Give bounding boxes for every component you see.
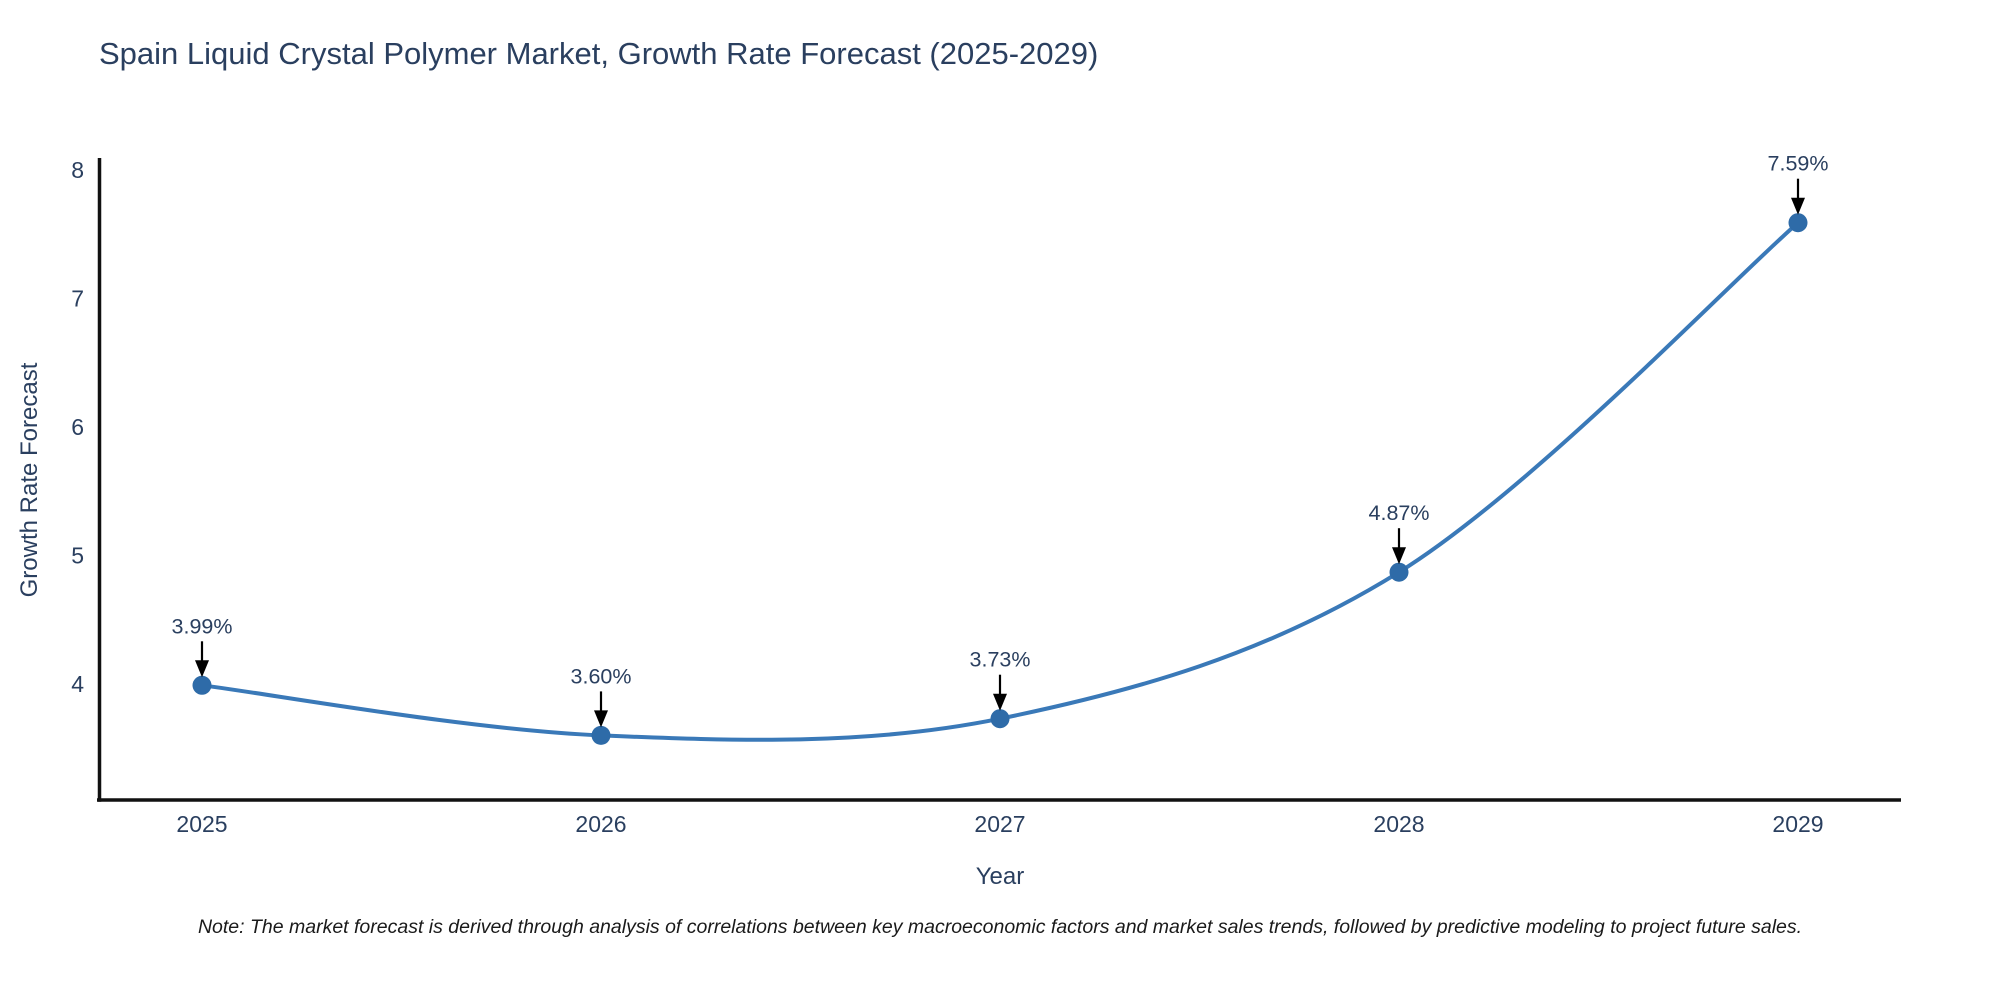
y-tick-7: 7 <box>71 286 84 312</box>
annotation-label-2027: 3.73% <box>970 648 1031 672</box>
y-tick-4: 4 <box>71 671 84 697</box>
y-tick-5: 5 <box>71 543 84 569</box>
annotation-arrowhead-icon <box>993 693 1007 711</box>
annotation-label-2026: 3.60% <box>571 664 632 688</box>
annotation-label-2028: 4.87% <box>1369 501 1430 525</box>
x-tick-2028: 2028 <box>1373 811 1424 837</box>
x-axis-title: Year <box>975 863 1025 890</box>
data-point-2027[interactable] <box>990 709 1010 729</box>
y-tick-8: 8 <box>71 157 84 183</box>
footnote: Note: The market forecast is derived thr… <box>197 916 1803 938</box>
chart-title: Spain Liquid Crystal Polymer Market, Gro… <box>99 36 1099 71</box>
y-axis-title: Growth Rate Forecast <box>16 362 43 598</box>
x-tick-2027: 2027 <box>974 811 1025 837</box>
x-tick-2025: 2025 <box>176 811 227 837</box>
data-point-2026[interactable] <box>591 725 611 745</box>
data-point-2025[interactable] <box>192 675 212 695</box>
data-point-2029[interactable] <box>1788 213 1808 233</box>
annotation-label-2025: 3.99% <box>172 614 233 638</box>
x-tick-2026: 2026 <box>575 811 626 837</box>
y-tick-6: 6 <box>71 414 84 440</box>
annotation-arrowhead-icon <box>1791 197 1805 215</box>
annotation-arrowhead-icon <box>1392 547 1406 565</box>
annotation-label-2029: 7.59% <box>1768 152 1829 176</box>
forecast-line <box>200 220 1800 742</box>
annotation-arrowhead-icon <box>594 710 608 728</box>
data-point-2028[interactable] <box>1389 562 1409 582</box>
annotation-arrowhead-icon <box>195 660 209 678</box>
x-tick-2029: 2029 <box>1772 811 1823 837</box>
